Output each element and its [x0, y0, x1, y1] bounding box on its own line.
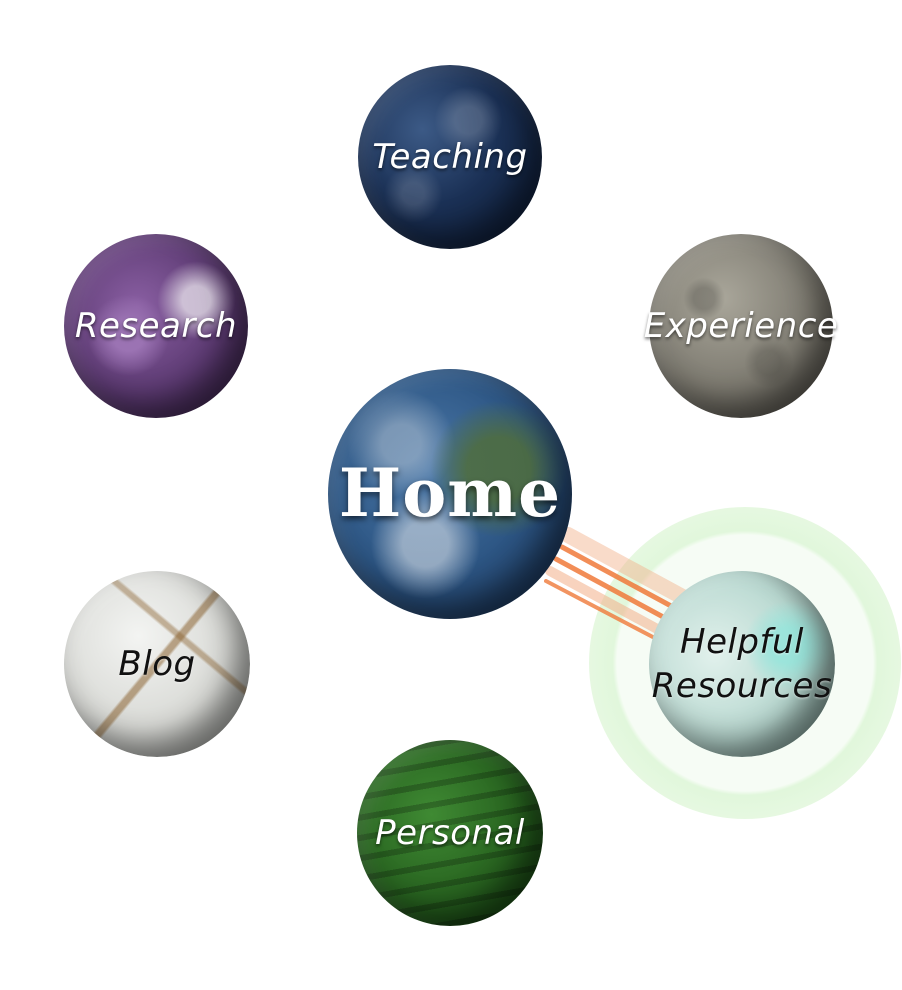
teaching-planet-link[interactable]: Teaching [358, 65, 542, 249]
blog-label: Blog [118, 643, 196, 684]
teaching-label: Teaching [372, 136, 528, 177]
personal-label: Personal [375, 812, 525, 853]
research-planet-link[interactable]: Research [64, 234, 248, 418]
blog-planet-link[interactable]: Blog [64, 571, 250, 757]
helpful-resources-planet-link[interactable]: Helpful Resources [649, 571, 835, 757]
home-label: Home [338, 454, 562, 533]
helpful-resources-label-line1: Helpful [680, 621, 804, 662]
helpful-resources-label: Helpful Resources [652, 620, 832, 708]
helpful-resources-label-line2: Resources [651, 666, 833, 706]
experience-label: Experience [643, 305, 839, 346]
personal-planet-link[interactable]: Personal [357, 740, 543, 926]
research-label: Research [74, 305, 238, 346]
home-planet-link[interactable]: Home [328, 369, 572, 619]
experience-planet-link[interactable]: Experience [644, 234, 838, 418]
